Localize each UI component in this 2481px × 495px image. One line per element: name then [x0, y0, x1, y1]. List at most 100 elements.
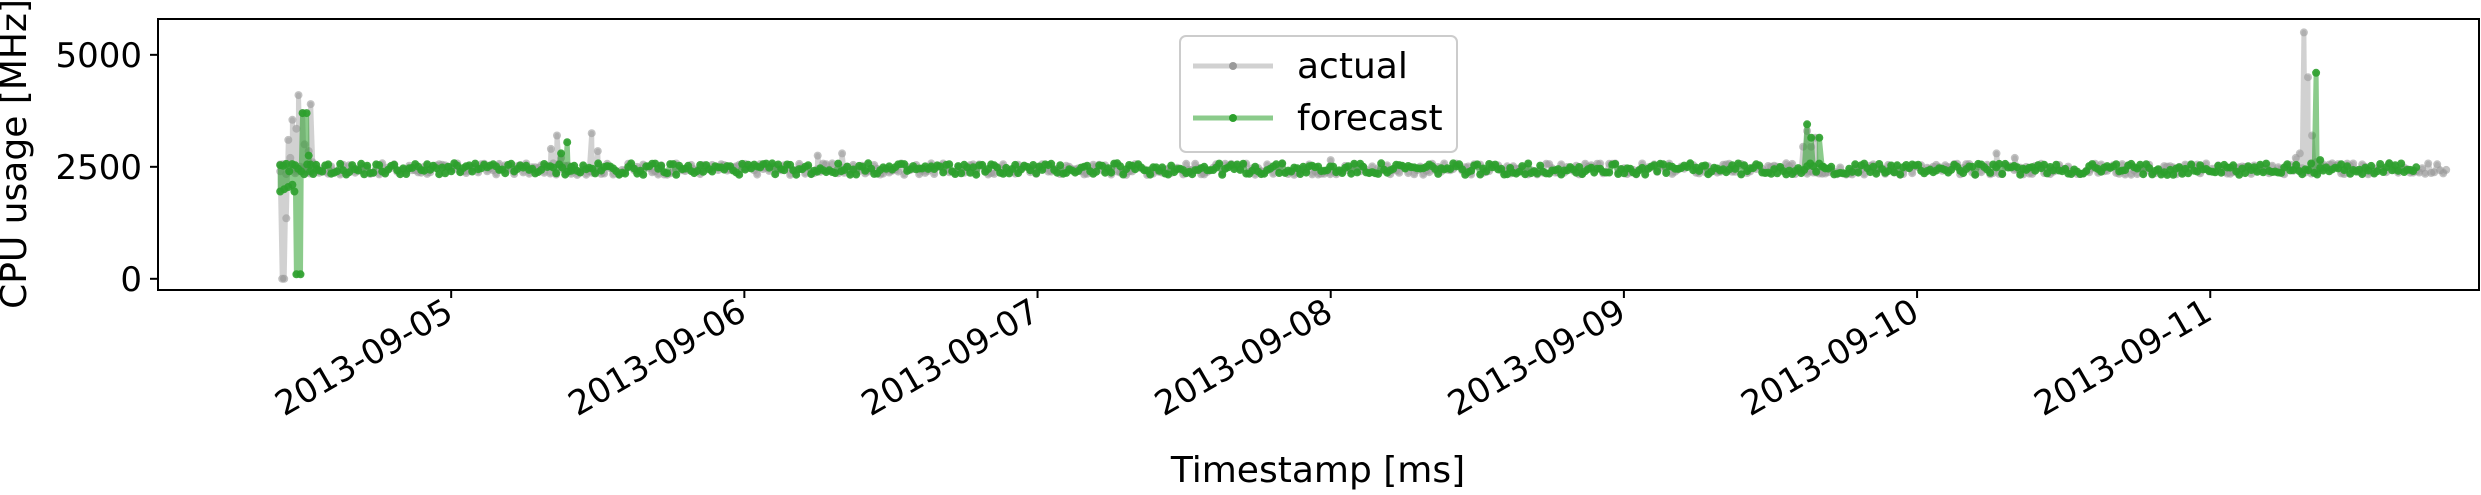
forecast-point [1482, 167, 1491, 176]
actual-point [2433, 160, 2442, 169]
legend-forecast-label: forecast [1297, 98, 1443, 139]
forecast-point [468, 167, 477, 176]
forecast-point [1377, 159, 1386, 168]
forecast-point [1701, 161, 1710, 170]
plot-frame [157, 18, 2480, 291]
forecast-point [2283, 160, 2292, 169]
actual-point [654, 170, 663, 179]
forecast-point [1302, 168, 1311, 177]
forecast-point [2253, 167, 2262, 176]
x-tick-label: 2013-09-11 [2028, 291, 2219, 424]
forecast-point [2304, 166, 2313, 175]
forecast-point [1605, 168, 1614, 177]
actual-point [593, 147, 602, 156]
forecast-point [1236, 165, 1245, 174]
forecast-point [591, 169, 600, 178]
forecast-point [2376, 160, 2385, 168]
actual-point [546, 144, 555, 153]
actual-point [546, 169, 555, 178]
forecast-point [972, 170, 981, 179]
forecast-point [333, 167, 342, 176]
forecast-point [1755, 161, 1764, 170]
forecast-point [945, 160, 954, 169]
forecast-point [2412, 163, 2421, 172]
forecast-point [1611, 160, 1620, 168]
forecast-point [669, 160, 678, 169]
forecast-point [2343, 162, 2352, 171]
forecast-point [2112, 160, 2121, 169]
forecast-point [699, 167, 708, 176]
forecast-point [1476, 170, 1485, 179]
forecast-point [1887, 161, 1896, 170]
forecast-point [1807, 133, 1816, 142]
actual-point [2118, 160, 2127, 169]
forecast-point [1575, 163, 1584, 171]
forecast-point [621, 169, 630, 178]
actual-point [1395, 168, 1404, 177]
forecast-point [1914, 160, 1923, 169]
forecast-point [2307, 159, 2316, 168]
actual-point [2304, 73, 2312, 82]
forecast-point [951, 170, 960, 178]
forecast-point [1650, 161, 1659, 170]
forecast-point [2211, 168, 2220, 177]
actual-point [2349, 159, 2358, 168]
forecast-point [978, 160, 987, 169]
forecast-point [1869, 162, 1878, 171]
y-tick-label: 5000 [55, 36, 142, 76]
forecast-point [1503, 170, 1512, 179]
actual-point [1368, 162, 1377, 171]
forecast-point [2193, 167, 2202, 176]
forecast-point [2256, 160, 2265, 169]
forecast-point [1518, 162, 1527, 171]
forecast-point [1971, 170, 1980, 179]
forecast-point [1653, 167, 1662, 176]
forecast-point [1239, 159, 1248, 168]
forecast-point [2145, 164, 2154, 172]
forecast-point [375, 161, 384, 170]
actual-point [587, 129, 596, 138]
forecast-series [276, 68, 2421, 279]
forecast-point [1272, 160, 1281, 169]
forecast-point [1353, 168, 1362, 177]
forecast-point [2397, 159, 2406, 168]
forecast-point [2175, 163, 2184, 172]
forecast-point [1995, 159, 2004, 168]
forecast-point [1107, 168, 1116, 177]
forecast-point [861, 166, 870, 175]
forecast-point [1524, 159, 1533, 168]
forecast-point [1896, 170, 1905, 179]
forecast-point [2373, 167, 2382, 176]
legend-box [1179, 35, 1458, 153]
actual-point [990, 169, 999, 178]
forecast-point [657, 161, 666, 170]
forecast-point [357, 159, 366, 168]
actual-point [838, 149, 847, 158]
actual-point [288, 115, 297, 124]
actual-point [2421, 169, 2430, 178]
legend: actual forecast [1179, 35, 1458, 153]
forecast-point [2259, 168, 2268, 177]
forecast-point [2040, 160, 2049, 169]
forecast-point [290, 187, 299, 196]
forecast-point [435, 170, 444, 179]
x-tick-label: 2013-09-06 [562, 291, 753, 424]
forecast-point [558, 163, 567, 172]
y-axis-label: CPU usage [MHz] [0, 0, 35, 309]
forecast-point [1536, 161, 1545, 170]
forecast-point [1374, 169, 1383, 178]
forecast-point [1098, 161, 1107, 170]
x-axis-ticks: 2013-09-05 2013-09-06 2013-09-07 2013-09-08… [269, 290, 2219, 425]
forecast-point [954, 162, 963, 171]
actual-point [2442, 165, 2451, 174]
forecast-point [2187, 160, 2196, 169]
forecast-point [2235, 170, 2244, 179]
forecast-point [1164, 170, 1173, 179]
forecast-point [354, 166, 363, 175]
forecast-point [1521, 170, 1530, 179]
actual-point [294, 91, 303, 100]
forecast-point [957, 169, 966, 178]
forecast-point [834, 159, 843, 168]
x-axis-label: Timestamp [ms] [1170, 450, 1465, 490]
y-axis-ticks: 0 2500 5000 [55, 36, 158, 300]
